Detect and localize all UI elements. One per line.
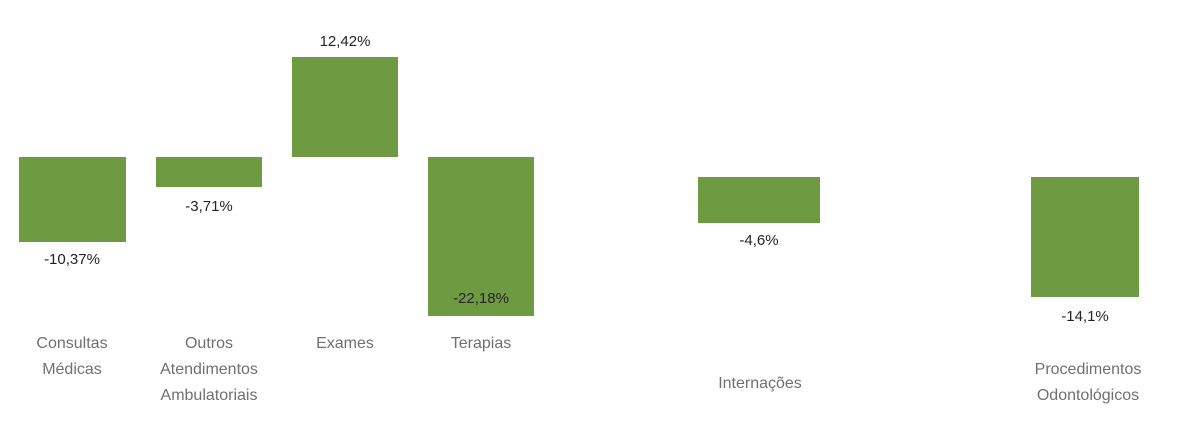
value-label-internacoes: -4,6% [739, 232, 779, 249]
bar-procedimentos-odontologicos[interactable] [1031, 177, 1139, 297]
category-label-consultas-medicas: Consultas Médicas [36, 335, 108, 378]
value-label-procedimentos-odontologicos: -14,1% [1061, 308, 1109, 325]
category-label-outros-atendimentos: Outros Atendimentos Ambulatoriais [160, 335, 258, 404]
bar-outros-atendimentos[interactable] [156, 157, 262, 187]
category-label-internacoes: Internações [718, 375, 802, 392]
value-label-terapias: -22,18% [453, 290, 509, 307]
category-label-procedimentos-odontologicos: Procedimentos Odontológicos [1034, 361, 1142, 404]
category-label-terapias: Terapias [450, 335, 512, 352]
bar-terapias[interactable] [428, 157, 534, 316]
value-label-outros-atendimentos: -3,71% [185, 198, 233, 215]
value-label-exames: 12,42% [319, 33, 371, 50]
bar-internacoes[interactable] [698, 177, 820, 223]
bar-exames[interactable] [292, 57, 398, 157]
value-label-consultas-medicas: -10,37% [44, 251, 100, 268]
bar-consultas-medicas[interactable] [19, 157, 126, 242]
category-label-exames: Exames [316, 335, 374, 352]
